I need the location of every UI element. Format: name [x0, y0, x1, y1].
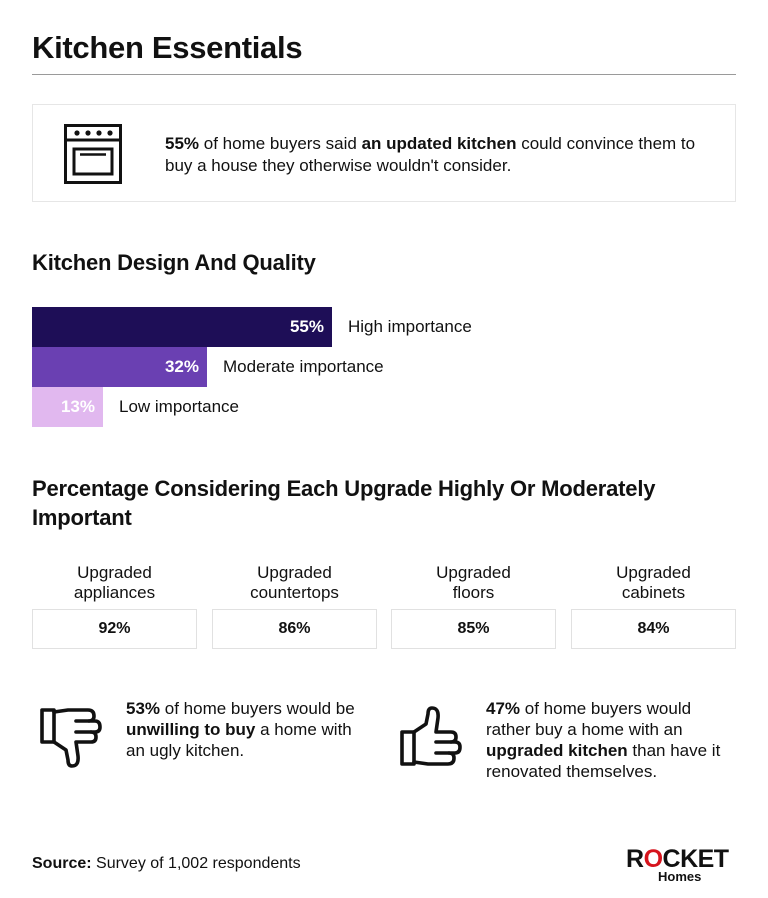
callout-highlight: an updated kitchen: [361, 134, 517, 153]
source-note: Source: Survey of 1,002 respondents: [32, 855, 301, 873]
bar-category-label: Moderate importance: [223, 357, 384, 376]
callout-text-2: could convince them to buy a house they …: [165, 134, 696, 175]
callout-text: 55% of home buyers said an updated kitch…: [165, 133, 715, 177]
stat-value: 47%: [486, 699, 521, 718]
bar-high-importance: [32, 307, 332, 347]
bar-category-label: High importance: [348, 317, 472, 336]
upgrade-countertops: Upgraded countertops 86%: [212, 563, 377, 651]
upgrade-cabinets: Upgraded cabinets 84%: [571, 563, 736, 651]
bar-value-label: 32%: [164, 357, 199, 376]
callout-stat: 55%: [165, 134, 200, 153]
stat-unwilling: 53% of home buyers would be unwilling to…: [32, 696, 372, 786]
logo-r: R: [626, 845, 644, 873]
upgrade-label-line-1: Upgraded: [257, 563, 332, 582]
bar-moderate-importance: [32, 347, 207, 387]
upgrade-label-line-2: appliances: [73, 583, 156, 602]
oven-icon: [64, 124, 122, 184]
rocket-homes-logo: ROCKET Homes: [626, 846, 738, 886]
logo-o: O: [643, 845, 663, 873]
stat-highlight: upgraded kitchen: [486, 741, 628, 760]
stat-value: 53%: [126, 699, 161, 718]
stat-upgraded-text: 47% of home buyers would rather buy a ho…: [486, 698, 731, 782]
upgrade-floors: Upgraded floors 85%: [391, 563, 556, 651]
upgrade-label-line-1: Upgraded: [616, 563, 691, 582]
upgrade-label-line-1: Upgraded: [436, 563, 511, 582]
stat-upgraded: 47% of home buyers would rather buy a ho…: [392, 696, 736, 786]
logo-rest: CKET: [662, 845, 730, 873]
upgrade-label: Upgraded countertops: [212, 563, 377, 603]
upgrade-label-line-1: Upgraded: [77, 563, 152, 582]
stat-unwilling-text: 53% of home buyers would be unwilling to…: [126, 698, 366, 761]
upgrade-value: 85%: [391, 609, 556, 649]
upgrade-label: Upgraded appliances: [32, 563, 197, 603]
stat-highlight: unwilling to buy: [126, 720, 256, 739]
upgrades-heading: Percentage Considering Each Upgrade High…: [32, 476, 656, 530]
stat-text-1: of home buyers would be: [160, 699, 355, 718]
design-quality-heading: Kitchen Design And Quality: [32, 250, 316, 275]
bar-value-label: 13%: [60, 397, 95, 416]
bar-category-label: Low importance: [119, 397, 240, 416]
stat-text-1: of home buyers would rather buy a home w…: [486, 699, 692, 739]
logo-subtitle: Homes: [658, 869, 702, 884]
upgrade-appliances: Upgraded appliances 92%: [32, 563, 197, 651]
upgrade-value: 84%: [571, 609, 736, 649]
title-divider: [32, 74, 736, 75]
thumbs-down-icon: [40, 708, 102, 768]
upgrade-label-line-2: cabinets: [621, 583, 686, 602]
upgrade-label: Upgraded cabinets: [571, 563, 736, 603]
source-label: Source:: [32, 855, 92, 872]
stat-text-2: a home with an ugly kitchen.: [126, 720, 352, 760]
upgrade-label-line-2: countertops: [250, 583, 339, 602]
stat-text-2: than have it renovated themselves.: [486, 741, 721, 781]
upgrade-value: 92%: [32, 609, 197, 649]
thumbs-up-icon: [400, 706, 462, 766]
upgrade-label-line-2: floors: [452, 583, 495, 602]
kitchen-callout: 55% of home buyers said an updated kitch…: [32, 104, 736, 202]
importance-bar-chart: 55% High importance 32% Moderate importance…: [32, 307, 736, 429]
upgrade-value: 86%: [212, 609, 377, 649]
callout-text-1: of home buyers said: [199, 134, 362, 153]
bar-value-label: 55%: [289, 317, 324, 336]
logo-wordmark: ROCKET: [626, 846, 729, 872]
page-title: Kitchen Essentials: [32, 30, 303, 65]
upgrade-label: Upgraded floors: [391, 563, 556, 603]
source-text: Survey of 1,002 respondents: [91, 855, 301, 872]
bar-low-importance: [32, 387, 103, 427]
